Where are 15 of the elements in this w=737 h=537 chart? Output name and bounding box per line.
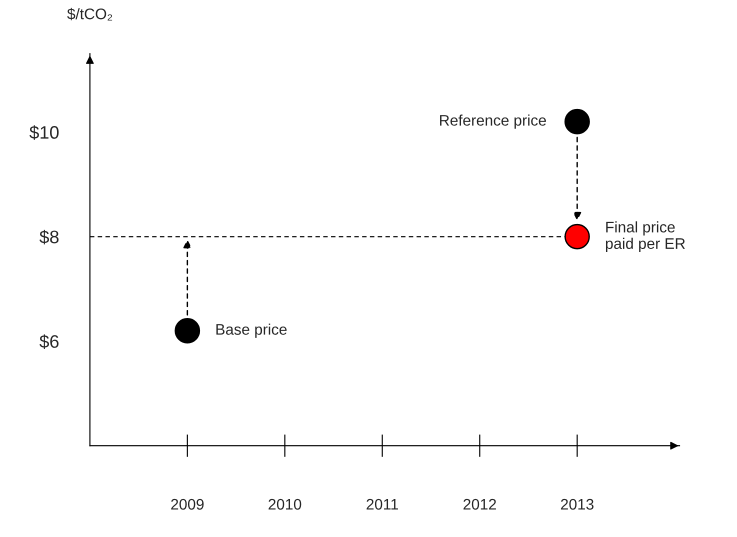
- x-tick-label: 2012: [464, 498, 496, 510]
- annotation: Reference price: [440, 114, 546, 129]
- annotation: Final price paid per ER: [606, 221, 685, 252]
- point: [564, 108, 590, 134]
- y-tick-label: $6: [39, 334, 59, 349]
- point: [564, 224, 590, 250]
- x-tick-label: 2010: [268, 498, 302, 510]
- y-axis-title: $/tCO₂: [67, 8, 112, 20]
- x-tick-label: 2011: [366, 498, 398, 510]
- point: [174, 318, 200, 344]
- annotation: Base price: [216, 324, 287, 338]
- x-tick-label: 2009: [171, 498, 204, 510]
- y-tick-label: $8: [39, 230, 59, 244]
- x-tick-label: 2013: [560, 498, 594, 510]
- y-tick-label: $10: [29, 125, 59, 140]
